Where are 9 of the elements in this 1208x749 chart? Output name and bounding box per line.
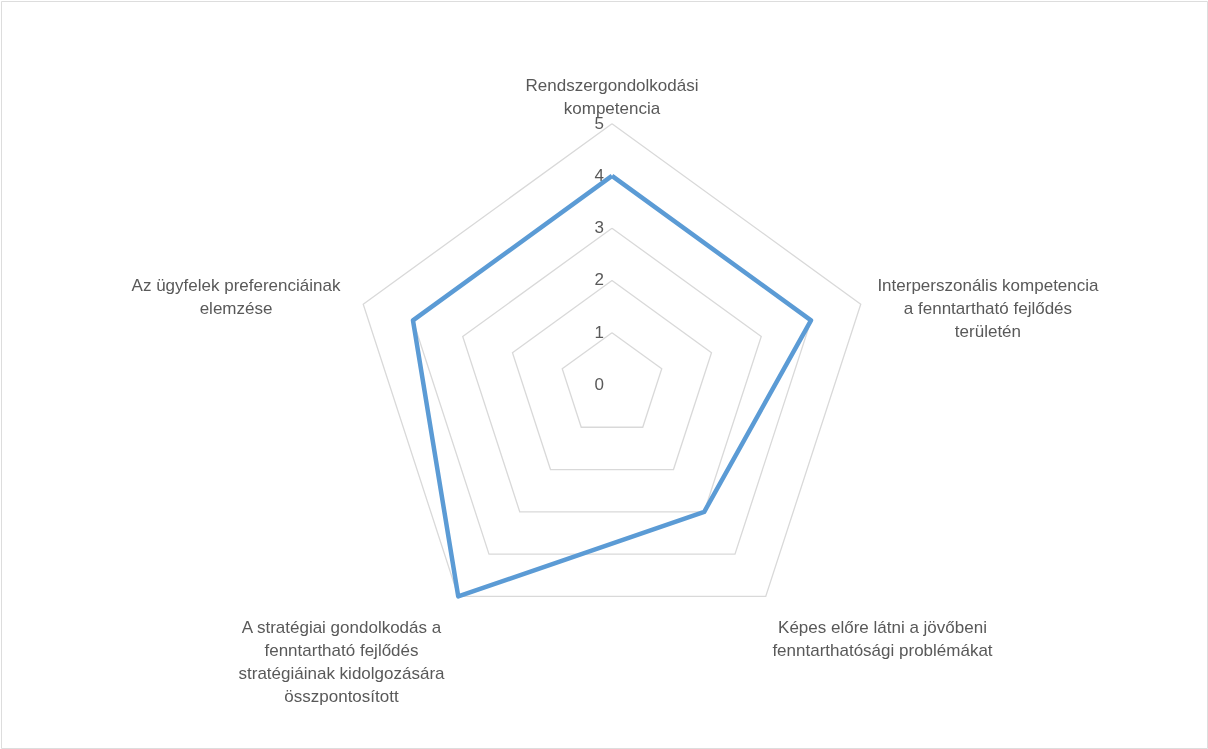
y-tick-label: 3 [594,218,604,238]
spoke-label: Interperszonális kompetencia a fenntartható fejlődés területén [877,276,1100,342]
y-tick-label: 0 [594,374,604,394]
spoke-label: Képes előre látni a jövőbeni fenntarthatósági problémákat [772,617,993,660]
y-tick-label: 1 [594,322,604,342]
spoke-label: Az ügyfelek preferenciáinak elemzése [131,276,341,319]
y-tick-label: 4 [594,165,604,185]
spoke-label: A stratégiai gondolkodás a fenntartható fejlődés stratégiáinak kidolgozására összpontosított [238,617,446,706]
y-tick-label: 2 [594,270,604,290]
